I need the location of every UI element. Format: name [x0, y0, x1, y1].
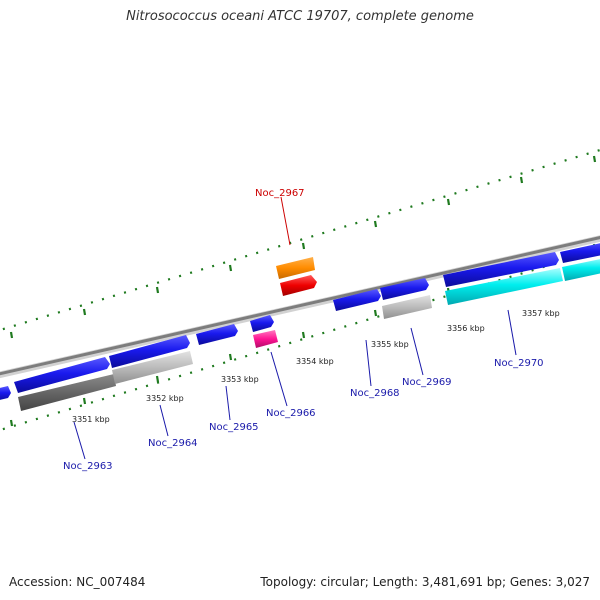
feature-red[interactable]: [280, 275, 317, 296]
gene-label-noc-2969[interactable]: Noc_2969: [402, 377, 452, 388]
gene-noc-2966[interactable]: [250, 315, 274, 332]
gene-noc-2968[interactable]: [333, 289, 381, 311]
feature-cyan-1[interactable]: [445, 268, 563, 305]
leader-noc-2963: [73, 421, 86, 460]
gene-noc-2964[interactable]: [109, 335, 190, 368]
leader-noc-2970: [507, 309, 517, 356]
tick-label-3352: 3352 kbp: [146, 394, 184, 403]
gene-noc-2970[interactable]: [443, 252, 559, 287]
forward-genes: [0, 241, 600, 401]
gene-noc-2965[interactable]: [196, 324, 238, 345]
highlighted-gene-features: [276, 257, 317, 296]
gene-label-noc-2964[interactable]: Noc_2964: [148, 438, 198, 449]
feature-light-gray-1[interactable]: [112, 351, 193, 384]
gene-noc-2971[interactable]: [560, 241, 600, 263]
inner-features: [18, 257, 600, 411]
gene-label-noc-2967[interactable]: Noc_2967: [255, 188, 305, 199]
genome-backbone: [0, 235, 600, 379]
tick-track-upper: [0, 133, 600, 337]
page-title: Nitrosococcus oceani ATCC 19707, complet…: [126, 9, 474, 24]
leader-noc-2964: [159, 404, 169, 437]
feature-dark-gray[interactable]: [18, 374, 116, 411]
major-ticks-upper: [9, 155, 597, 339]
leader-noc-2965: [225, 385, 231, 421]
gene-noc-2969[interactable]: [380, 278, 429, 300]
gene-leader-lines: [73, 196, 517, 460]
gene-label-noc-2968[interactable]: Noc_2968: [350, 388, 400, 399]
gene-label-noc-2970[interactable]: Noc_2970: [494, 358, 544, 369]
tick-label-3357: 3357 kbp: [522, 309, 560, 318]
topology-footer: Topology: circular; Length: 3,481,691 bp…: [260, 575, 590, 589]
kbp-tick-labels: 3351 kbp 3352 kbp 3353 kbp 3354 kbp 3355…: [72, 309, 560, 424]
gene-label-noc-2965[interactable]: Noc_2965: [209, 422, 259, 433]
leader-noc-2969: [410, 327, 424, 376]
gene-noc-2963[interactable]: [14, 357, 110, 393]
feature-orange[interactable]: [276, 257, 315, 279]
feature-pink[interactable]: [253, 330, 278, 348]
feature-cyan-2[interactable]: [562, 257, 600, 281]
tick-label-3353: 3353 kbp: [221, 375, 259, 384]
tick-label-3354: 3354 kbp: [296, 357, 334, 366]
accession-footer: Accession: NC_007484: [9, 575, 146, 589]
tick-label-3351: 3351 kbp: [72, 415, 110, 424]
gene-label-noc-2963[interactable]: Noc_2963: [63, 461, 113, 472]
gene-label-noc-2966[interactable]: Noc_2966: [266, 408, 316, 419]
leader-noc-2968: [365, 339, 372, 387]
leader-noc-2967: [280, 196, 291, 246]
gene-noc-2962[interactable]: [0, 386, 11, 401]
gene-labels: Noc_2963 Noc_2964 Noc_2965 Noc_2966 Noc_…: [63, 188, 544, 472]
tick-track-lower: [0, 233, 600, 437]
tick-label-3355: 3355 kbp: [371, 340, 409, 349]
tick-label-3356: 3356 kbp: [447, 324, 485, 333]
leader-noc-2966: [270, 351, 288, 407]
feature-light-gray-2[interactable]: [382, 295, 432, 319]
